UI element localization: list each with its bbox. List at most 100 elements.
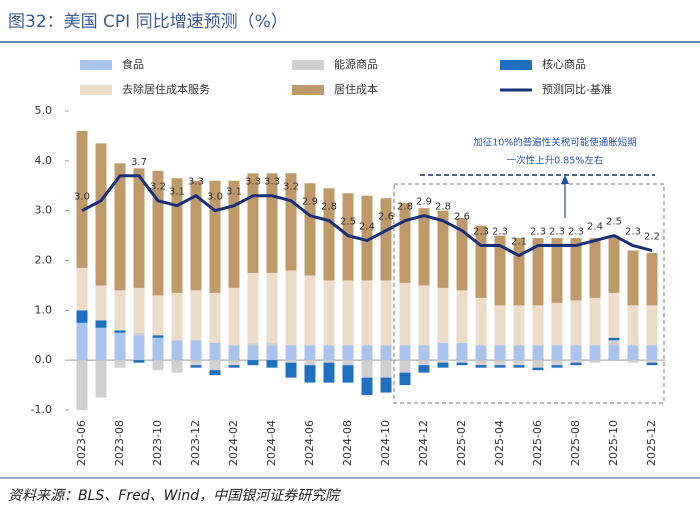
bar-segment (323, 362, 335, 383)
bar-segment (399, 282, 411, 346)
legend-swatch (292, 60, 324, 70)
bar-segment (513, 238, 525, 306)
x-tick-label: 2025-08 (569, 420, 582, 466)
value-label: 3.2 (150, 182, 166, 193)
bar-segment (646, 345, 658, 361)
bar-segment (627, 345, 639, 361)
bar-segment (266, 272, 278, 343)
x-tick-label: 2023-10 (151, 420, 164, 466)
x-tick-label: 2024-06 (303, 420, 316, 466)
bar-segment (247, 342, 259, 346)
bar-segment (399, 360, 411, 373)
legend-label: 预测同比-基准 (542, 83, 612, 96)
bar-segment (228, 180, 240, 288)
bar-segment (551, 345, 563, 361)
bar-segment (494, 345, 506, 361)
value-label: 2.5 (340, 217, 356, 228)
value-label: 3.3 (245, 177, 261, 188)
bar-segment (323, 360, 335, 363)
bar-segment (437, 210, 449, 288)
bar-segment (190, 360, 202, 366)
bar-segment (627, 250, 639, 306)
bar-segment (266, 360, 278, 368)
bar-segment (323, 345, 335, 361)
bar-segment (380, 377, 392, 393)
bar-segment (114, 163, 126, 291)
bar-segment (437, 342, 449, 361)
annotation: 一次性上升0.85%左右 (507, 155, 604, 167)
bar-segment (589, 297, 601, 346)
value-label: 2.1 (511, 237, 527, 248)
legend-swatch (292, 85, 324, 95)
bar-segment (304, 275, 316, 346)
bar-segment (380, 198, 392, 281)
bar-segment (95, 285, 107, 321)
bar-segment (494, 365, 506, 368)
bar-segment (285, 360, 297, 363)
bar-segment (513, 360, 525, 366)
bar-segment (418, 208, 430, 286)
y-tick-label: 4.0 (35, 154, 53, 167)
bar-segment (171, 292, 183, 341)
bar-segment (551, 302, 563, 346)
bar-segment (342, 360, 354, 366)
x-tick-label: 2023-08 (113, 420, 126, 466)
value-label: 2.8 (397, 202, 413, 213)
bar-segment (228, 365, 240, 368)
bar-segment (456, 290, 468, 343)
value-label: 2.3 (625, 227, 641, 238)
bar-segment (152, 170, 164, 296)
value-label: 2.9 (416, 197, 432, 208)
bar-segment (95, 143, 107, 286)
bar-segment (76, 322, 88, 361)
bar-segment (494, 235, 506, 306)
bar-segment (589, 345, 601, 361)
x-tick-label: 2024-02 (227, 420, 240, 466)
x-tick-label: 2024-12 (417, 420, 430, 466)
value-label: 3.3 (188, 177, 204, 188)
bar-segment (380, 360, 392, 378)
bar-segment (475, 297, 487, 346)
bar-segment (532, 238, 544, 306)
y-tick-label: 5.0 (35, 104, 53, 117)
bar-segment (570, 345, 582, 361)
value-label: 2.3 (473, 227, 489, 238)
bar-segment (608, 337, 620, 341)
value-label: 3.2 (283, 182, 299, 193)
bar-segment (95, 327, 107, 361)
bar-segment (190, 180, 202, 291)
value-label: 3.1 (226, 187, 242, 198)
bar-segment (570, 300, 582, 346)
x-tick-label: 2024-10 (379, 420, 392, 466)
value-label: 2.2 (644, 232, 660, 243)
bar-segment (551, 365, 563, 368)
value-label: 3.1 (169, 187, 185, 198)
legend-label: 居住成本 (334, 82, 378, 96)
bar-segment (95, 360, 107, 398)
bar-segment (76, 360, 88, 410)
bar-segment (133, 335, 145, 361)
bar-segment (627, 360, 639, 363)
y-tick-label: 1.0 (35, 303, 53, 316)
value-label: 2.5 (606, 217, 622, 228)
bar-segment (304, 365, 316, 383)
value-label: 2.3 (492, 227, 508, 238)
value-label: 2.6 (454, 212, 470, 223)
bar-segment (532, 367, 544, 371)
bar-segment (513, 305, 525, 346)
bar-segment (76, 267, 88, 311)
bar-segment (114, 360, 126, 368)
bar-segment (608, 345, 620, 361)
bar-segment (608, 235, 620, 293)
bar-segment (494, 360, 506, 366)
bar-segment (228, 287, 240, 346)
annotation: 加征10%的普遍性关税可能使通胀短期 (473, 137, 637, 149)
bar-segment (76, 310, 88, 323)
bar-segment (646, 305, 658, 346)
bar-segment (399, 372, 411, 386)
x-tick-label: 2023-12 (189, 420, 202, 466)
bar-segment (608, 340, 620, 346)
bar-segment (304, 345, 316, 361)
bar-segment (152, 295, 164, 336)
bar-segment (152, 335, 164, 338)
